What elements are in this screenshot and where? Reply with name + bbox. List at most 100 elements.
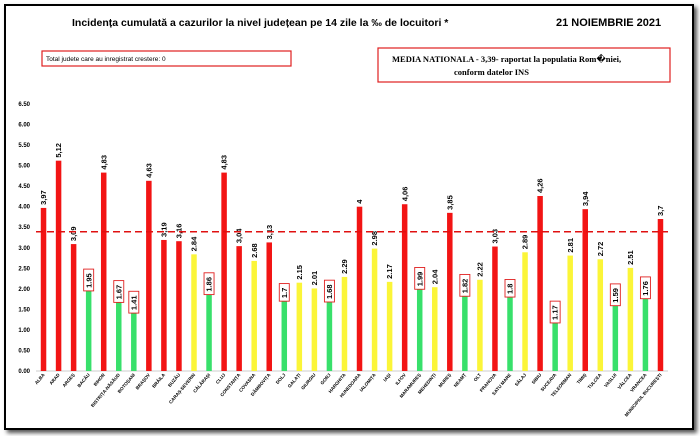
category-label: TIMIȘ [576, 372, 588, 385]
value-label: 3,97 [39, 190, 48, 205]
bar [326, 301, 333, 371]
value-label: 2.22 [476, 262, 485, 277]
category-label: BRAȘOV [135, 372, 153, 392]
chart-title: Incidența cumulată a cazurilor la nivel … [72, 17, 449, 29]
value-label: 2.04 [430, 269, 439, 284]
bar [537, 196, 543, 371]
bar [657, 219, 664, 371]
category-label: ARGEȘ [62, 372, 77, 388]
bar [552, 322, 558, 371]
category-label: TULCEA [587, 372, 603, 390]
bar [146, 180, 152, 371]
value-label: 2.68 [250, 243, 259, 258]
value-label: 1.17 [551, 305, 560, 320]
value-label: 4,26 [536, 178, 545, 193]
bar [567, 255, 573, 371]
value-label: 3,09 [69, 226, 78, 241]
value-label-box [128, 290, 140, 314]
bar [356, 206, 363, 371]
bars [40, 160, 664, 371]
bar [582, 209, 588, 371]
category-label: ARAD [48, 372, 61, 386]
category-label: BACĂU [76, 371, 92, 388]
category-label: GORJ [319, 372, 331, 386]
value-label-box [639, 276, 651, 300]
value-label: 3,94 [581, 191, 590, 206]
value-label: 4,83 [220, 155, 229, 170]
y-tick-label: 0.50 [18, 348, 30, 354]
category-label: NEAMȚ [453, 372, 467, 388]
y-tick-label: 6.00 [18, 123, 30, 129]
value-label: 1.95 [84, 273, 93, 288]
category-label: ALBA [34, 372, 46, 386]
value-label: 3,19 [160, 222, 169, 237]
value-label-box [323, 279, 335, 303]
bar [401, 204, 408, 371]
bar [447, 212, 453, 371]
value-label: 4 [355, 199, 364, 204]
bar [161, 239, 167, 371]
bar [281, 301, 288, 371]
value-label-box [278, 283, 290, 302]
bar [507, 297, 513, 371]
y-tick-label: 6.50 [18, 102, 30, 108]
bar [432, 287, 438, 371]
y-tick-label: 2.00 [18, 287, 30, 293]
value-label: 3,16 [175, 224, 184, 239]
y-tick-label: 4.00 [18, 205, 30, 211]
bar [266, 242, 272, 371]
national-average-line1: MEDIA NATIONALA - 3,39- raportat la popu… [392, 53, 621, 64]
value-label: 2.51 [626, 250, 635, 265]
category-label: BIHOR [93, 372, 107, 387]
bar [642, 298, 649, 371]
value-label: 2.01 [310, 271, 319, 286]
value-label-box [459, 273, 471, 297]
category-label: GIURGIU [300, 372, 317, 391]
bar [341, 276, 348, 371]
y-tick-label: 2.50 [18, 266, 30, 272]
bar [627, 267, 634, 371]
y-axis: 0.00 0.50 1.00 1.50 2.00 2.50 3.00 3.50 4.00 4.50… [18, 102, 668, 375]
bar [191, 254, 197, 371]
value-label-box [113, 280, 125, 303]
y-tick-label: 0.00 [18, 369, 30, 375]
value-label: 1.7 [280, 288, 289, 298]
value-label: 2.81 [566, 238, 575, 253]
value-label: 1.41 [129, 295, 138, 310]
value-label: 2.72 [596, 242, 605, 257]
value-label-box [414, 267, 426, 290]
bar [70, 244, 77, 371]
bar [40, 207, 47, 371]
y-tick-label: 1.00 [18, 328, 30, 334]
value-label: 2.98 [370, 231, 379, 246]
value-label: 5,12 [54, 143, 63, 158]
category-label: OLT [473, 372, 483, 382]
value-label-box [549, 300, 561, 324]
category-label: BUZĂU [166, 371, 181, 388]
value-label: 3,03 [491, 229, 500, 244]
value-label: 2.17 [385, 264, 394, 279]
bar [100, 172, 107, 371]
y-tick-label: 5.50 [18, 143, 30, 149]
value-label: 3,04 [235, 228, 244, 243]
value-label: 2.15 [295, 265, 304, 280]
value-label: 1.67 [114, 285, 123, 300]
y-tick-label: 3.50 [18, 225, 30, 231]
value-label: 1.59 [611, 288, 620, 303]
value-label: 3,85 [445, 195, 454, 210]
info-box-text: Total judete care au inregistrat crester… [46, 56, 166, 63]
bar [612, 305, 619, 371]
bar [296, 282, 303, 371]
y-tick-label: 5.00 [18, 164, 30, 170]
value-label-box [203, 272, 215, 296]
category-label: IALOMIȚA [359, 372, 378, 393]
value-label: 1.68 [325, 284, 334, 299]
bar [206, 294, 212, 371]
category-label: CLUJ [215, 372, 227, 385]
info-box: Total judete care au inregistrat crester… [41, 50, 292, 67]
bar [131, 313, 137, 371]
category-label: ILFOV [394, 372, 407, 386]
category-label: SĂLAJ [513, 371, 528, 387]
category-label: BRĂILA [150, 371, 166, 389]
